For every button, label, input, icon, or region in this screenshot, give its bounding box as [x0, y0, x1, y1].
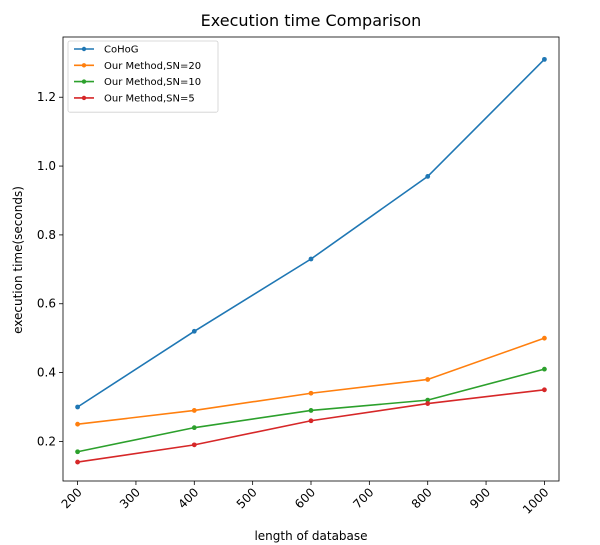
series-1-point [308, 256, 314, 262]
y-tick-label: 0.4 [37, 366, 56, 380]
y-tick-label: 0.2 [37, 434, 56, 448]
series-4-point [191, 442, 197, 448]
series-1-point [542, 56, 547, 62]
series-3-point [542, 366, 547, 372]
x-tick-label: 400 [175, 485, 201, 511]
series-3-point [191, 425, 197, 431]
legend-marker [81, 79, 87, 84]
legend-label: Our Method,SN=20 [104, 61, 201, 72]
series-1-point [191, 328, 197, 334]
x-tick-label: 200 [59, 485, 85, 511]
x-tick-label: 300 [117, 485, 143, 511]
x-tick-label: 800 [409, 485, 435, 511]
series-4-point [542, 387, 547, 393]
series-2-point [191, 408, 197, 413]
series-2-point [542, 335, 547, 341]
x-tick-label: 700 [350, 485, 376, 511]
y-tick-label: 1.2 [37, 90, 56, 104]
legend-label: CoHoG [104, 45, 139, 56]
series-layer [75, 56, 547, 465]
legend-label: Our Method,SN=10 [104, 77, 201, 88]
series-4-line [77, 388, 545, 463]
y-tick-label: 1.0 [37, 159, 56, 173]
legend: CoHoG Our Method,SN=20 Our Method,SN=10 Our… [67, 40, 219, 113]
x-tick-label: 600 [292, 485, 318, 511]
series-2-point [75, 421, 80, 427]
x-tick-label: 500 [234, 485, 260, 511]
legend-label: Our Method,SN=5 [104, 93, 195, 104]
x-axis-label: length of database [254, 529, 367, 543]
series-4-point [75, 459, 80, 465]
legend-box [67, 40, 219, 113]
legend-marker [81, 63, 87, 68]
x-tick-label: 900 [467, 485, 493, 511]
y-tick-label: 0.6 [37, 297, 56, 311]
series-3-point [75, 449, 80, 455]
series-3-point [308, 408, 314, 413]
series-3-point [425, 397, 431, 403]
x-tick-label: 1000 [520, 485, 551, 516]
series-2-point [425, 377, 431, 382]
legend-marker [81, 95, 87, 101]
series-4-point [308, 418, 314, 424]
y-axis-label: execution time(seconds) [11, 186, 25, 334]
chart-title: Execution time Comparison [201, 11, 422, 30]
x-axis: 200 300 400 500 600 700 800 900 1000 [59, 481, 552, 517]
y-axis: 0.2 0.4 0.6 0.8 1.0 1.2 [37, 90, 63, 448]
series-2-point [308, 390, 314, 396]
series-1-point [425, 173, 431, 179]
y-tick-label: 0.8 [37, 228, 56, 242]
legend-marker [81, 46, 87, 52]
series-1-point [75, 404, 80, 410]
series-4-point [425, 401, 431, 406]
